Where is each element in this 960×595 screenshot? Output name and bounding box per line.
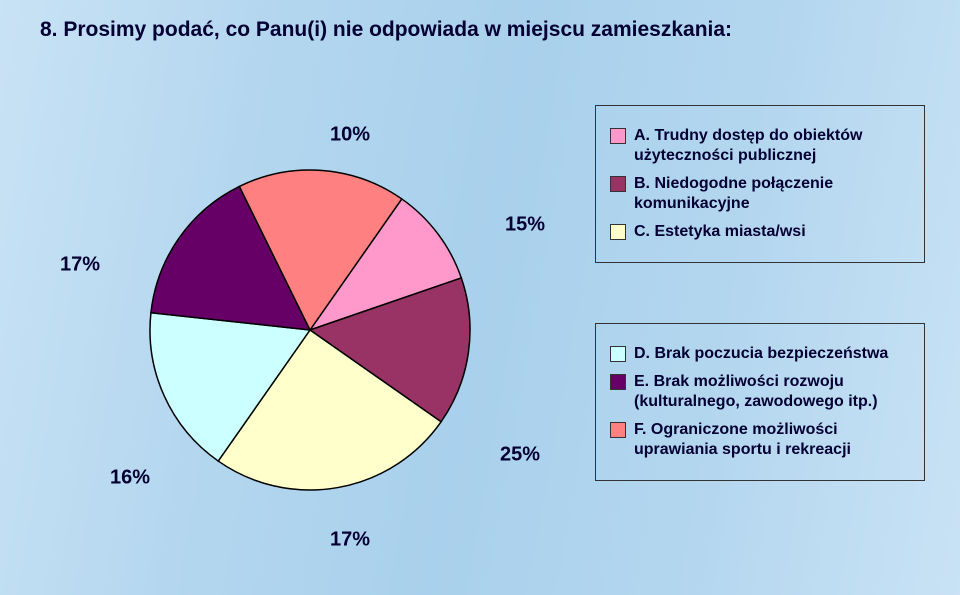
slice-label-E: 16% [110, 467, 150, 490]
slice-label-F: 17% [60, 254, 100, 277]
slice-label-B: 15% [505, 214, 545, 237]
slice-label-A: 10% [330, 124, 370, 147]
legend-group-0: A. Trudny dostęp do obiektów użytecznośc… [595, 105, 925, 263]
page: 8. Prosimy podać, co Panu(i) nie odpowia… [0, 0, 960, 595]
chart-title: 8. Prosimy podać, co Panu(i) nie odpowia… [40, 18, 732, 42]
legend: A. Trudny dostęp do obiektów użytecznośc… [595, 105, 925, 541]
legend-label-A: A. Trudny dostęp do obiektów użytecznośc… [634, 126, 910, 166]
legend-swatch-D [610, 346, 626, 362]
legend-item-A: A. Trudny dostęp do obiektów użytecznośc… [610, 126, 910, 166]
legend-item-C: C. Estetyka miasta/wsi [610, 222, 910, 242]
legend-item-F: F. Ograniczone możliwości uprawiania spo… [610, 420, 910, 460]
legend-label-F: F. Ograniczone możliwości uprawiania spo… [634, 420, 910, 460]
legend-item-E: E. Brak możliwości rozwoju (kulturalnego… [610, 372, 910, 412]
legend-swatch-E [610, 374, 626, 390]
slice-label-C: 25% [500, 444, 540, 467]
legend-swatch-F [610, 422, 626, 438]
legend-label-C: C. Estetyka miasta/wsi [634, 222, 806, 242]
legend-label-E: E. Brak możliwości rozwoju (kulturalnego… [634, 372, 910, 412]
legend-swatch-C [610, 224, 626, 240]
legend-swatch-A [610, 128, 626, 144]
pie-chart: 10% 15% 25% 17% 16% 17% [60, 110, 560, 550]
legend-item-B: B. Niedogodne połączenie komunikacyjne [610, 174, 910, 214]
slice-label-D: 17% [330, 529, 370, 552]
legend-group-1: D. Brak poczucia bezpieczeństwa E. Brak m… [595, 323, 925, 481]
legend-label-B: B. Niedogodne połączenie komunikacyjne [634, 174, 910, 214]
legend-label-D: D. Brak poczucia bezpieczeństwa [634, 344, 888, 364]
legend-swatch-B [610, 176, 626, 192]
legend-item-D: D. Brak poczucia bezpieczeństwa [610, 344, 910, 364]
